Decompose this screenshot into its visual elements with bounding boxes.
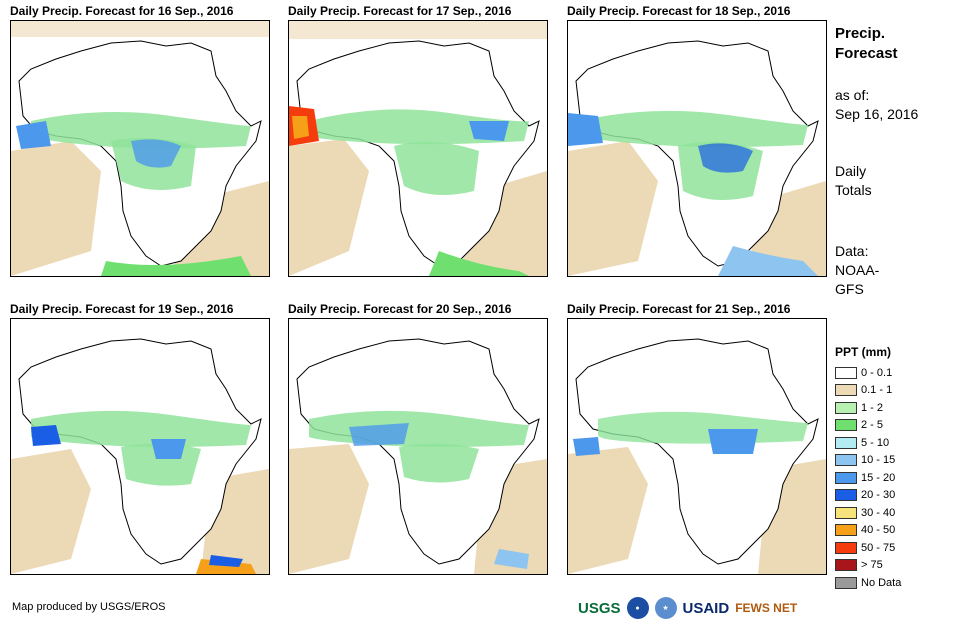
legend-title: PPT (mm): [835, 345, 892, 359]
legend-label: 50 - 75: [861, 541, 896, 554]
legend-swatch: [835, 384, 857, 397]
panel-title: Daily Precip. Forecast for 20 Sep., 2016: [288, 302, 512, 316]
legend-item: 20 - 30: [835, 487, 955, 505]
legend-label: 40 - 50: [861, 524, 896, 537]
legend-item: 15 - 20: [835, 469, 955, 487]
legend-item: 0.1 - 1: [835, 382, 955, 400]
legend-swatch: [835, 541, 857, 554]
legend-label: 0 - 0.1: [861, 366, 893, 379]
noaa-logo-icon: ●: [626, 597, 649, 619]
legend-item: No Data: [835, 574, 955, 592]
legend-label: > 75: [861, 559, 883, 572]
forecast-panel-3: Daily Precip. Forecast for 18 Sep., 2016: [567, 4, 829, 279]
legend-item: 2 - 5: [835, 417, 955, 435]
side-title-line1: Precip.: [835, 25, 886, 42]
legend-swatch: [835, 576, 857, 589]
precip-map: [10, 318, 270, 575]
forecast-panel-1: Daily Precip. Forecast for 16 Sep., 2016: [10, 4, 272, 279]
nasa-seal-icon: ★: [654, 597, 677, 619]
legend-label: No Data: [861, 576, 902, 589]
legend-item: 40 - 50: [835, 522, 955, 540]
legend-label: 1 - 2: [861, 401, 884, 414]
as-of-label: as of:: [835, 87, 870, 103]
forecast-panel-4: Daily Precip. Forecast for 19 Sep., 2016: [10, 302, 272, 577]
legend-swatch: [835, 401, 857, 414]
precip-map: [288, 318, 548, 575]
panel-title: Daily Precip. Forecast for 21 Sep., 2016: [567, 302, 791, 316]
usgs-logo: USGS: [578, 599, 621, 617]
legend-label: 15 - 20: [861, 471, 896, 484]
legend-swatch: [835, 524, 857, 537]
legend-label: 20 - 30: [861, 489, 896, 502]
legend-item: 50 - 75: [835, 539, 955, 557]
legend-label: 5 - 10: [861, 436, 890, 449]
precip-map: [567, 20, 827, 277]
daily-totals: Daily Totals: [835, 162, 872, 200]
legend-swatch: [835, 559, 857, 572]
daily-line2: Totals: [835, 182, 872, 198]
as-of-date: as of: Sep 16, 2016: [835, 86, 918, 124]
forecast-panel-6: Daily Precip. Forecast for 21 Sep., 2016: [567, 302, 829, 577]
panel-title: Daily Precip. Forecast for 18 Sep., 2016: [567, 4, 791, 18]
legend-swatch: [835, 506, 857, 519]
usaid-logo: USAID: [682, 599, 730, 617]
forecast-panel-5: Daily Precip. Forecast for 20 Sep., 2016: [288, 302, 550, 577]
precip-map: [288, 20, 548, 277]
panel-title: Daily Precip. Forecast for 19 Sep., 2016: [10, 302, 234, 316]
panel-title: Daily Precip. Forecast for 16 Sep., 2016: [10, 4, 234, 18]
side-title-line2: Forecast: [835, 45, 898, 62]
legend-item: 5 - 10: [835, 434, 955, 452]
precip-map: [567, 318, 827, 575]
map-credit: Map produced by USGS/EROS: [12, 601, 166, 613]
legend-label: 30 - 40: [861, 506, 896, 519]
data-source: Data: NOAA- GFS: [835, 242, 879, 299]
as-of-value: Sep 16, 2016: [835, 106, 919, 122]
legend-label: 10 - 15: [861, 454, 896, 467]
ppt-legend: PPT (mm) 0 - 0.1 0.1 - 1 1 - 2 2 - 5 5 - 10 1…: [835, 345, 955, 592]
panel-title: Daily Precip. Forecast for 17 Sep., 2016: [288, 4, 512, 18]
partner-logos: USGS ● ★ USAID FEWS NET: [578, 594, 797, 622]
data-line2: NOAA-: [835, 262, 880, 278]
legend-item: 0 - 0.1: [835, 364, 955, 382]
legend-label: 0.1 - 1: [861, 384, 893, 397]
data-line3: GFS: [835, 281, 864, 297]
legend-item: > 75: [835, 557, 955, 575]
legend-swatch: [835, 471, 857, 484]
legend-label: 2 - 5: [861, 419, 884, 432]
forecast-panel-2: Daily Precip. Forecast for 17 Sep., 2016: [288, 4, 550, 279]
legend-swatch: [835, 366, 857, 379]
legend-swatch: [835, 489, 857, 502]
side-title: Precip. Forecast: [835, 24, 898, 64]
legend-item: 30 - 40: [835, 504, 955, 522]
legend-item: 10 - 15: [835, 452, 955, 470]
legend-swatch: [835, 454, 857, 467]
legend-swatch: [835, 436, 857, 449]
precip-map: [10, 20, 270, 277]
data-line1: Data:: [835, 243, 869, 259]
legend-item: 1 - 2: [835, 399, 955, 417]
fewsnet-logo: FEWS NET: [735, 601, 798, 615]
legend-swatch: [835, 419, 857, 432]
daily-line1: Daily: [835, 163, 867, 179]
